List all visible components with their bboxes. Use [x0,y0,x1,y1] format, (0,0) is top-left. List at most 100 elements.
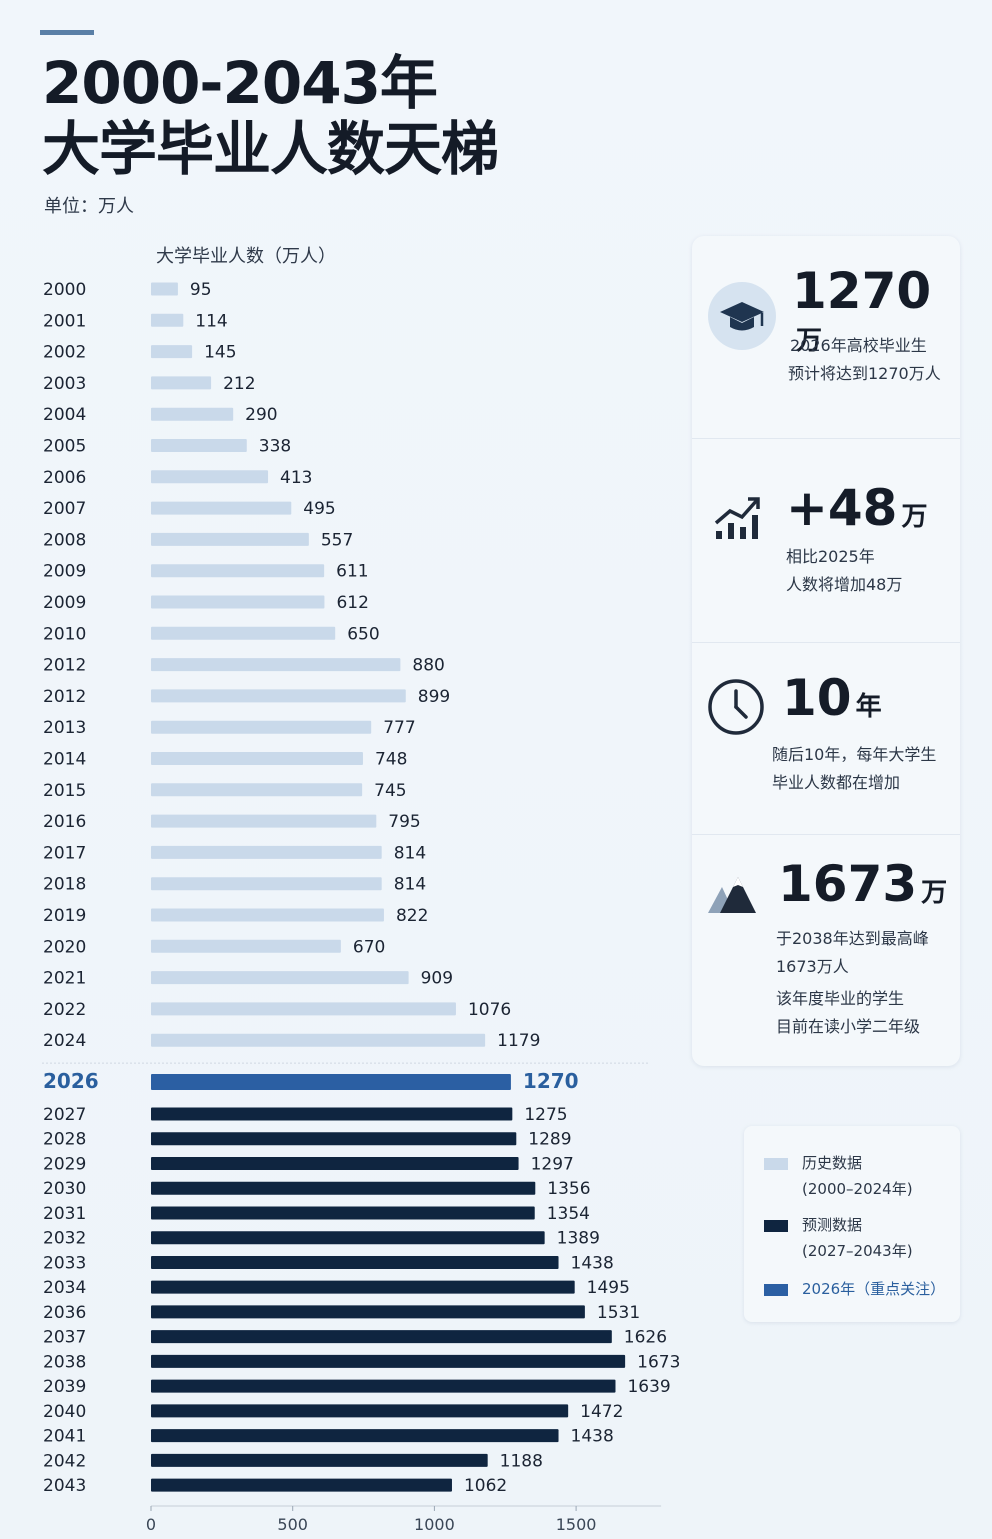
page-title: 2000-2043年 大学毕业人数天梯 [42,49,499,182]
data-label: 114 [195,311,227,331]
data-label: 899 [418,687,450,707]
category-label: 2018 [43,875,86,895]
data-label: 557 [321,530,353,550]
data-label: 1062 [464,1476,507,1496]
data-label: 745 [374,781,406,801]
category-label: 2021 [43,969,86,989]
category-label: 2019 [43,906,86,926]
data-label: 1626 [624,1328,667,1348]
bar [151,783,363,797]
category-label: 2014 [43,750,86,770]
bar [151,1074,511,1090]
bar [151,939,341,953]
bar [151,1453,488,1467]
category-label: 2009 [43,562,86,582]
category-label: 2006 [43,468,86,488]
data-label: 95 [190,280,212,300]
data-label: 1495 [587,1278,630,1298]
category-label: 2012 [43,687,86,707]
category-label: 2033 [43,1253,86,1273]
chart-axis-title: 大学毕业人数（万人） [156,246,336,267]
data-label: 1188 [500,1451,543,1471]
bar [151,1478,452,1492]
data-label: 1275 [524,1105,567,1125]
category-label: 2039 [43,1377,86,1397]
bar [151,1379,616,1393]
bar [151,689,406,703]
bar [151,595,325,609]
category-label: 2020 [43,937,86,957]
data-label: 1639 [627,1377,670,1397]
category-label: 2016 [43,812,86,832]
stat-card-decade: 10 年 随后10年，每年大学生 毕业人数都在增加 [692,642,960,835]
bar [151,1404,569,1418]
x-tick-label: 1500 [556,1515,597,1534]
bar [151,282,178,296]
data-label: 748 [375,750,407,770]
data-label: 650 [347,624,379,644]
legend-label-focus: 2026年（重点关注） [802,1280,946,1298]
stat-desc-graduates: 2026年高校毕业生 预计将达到1270万人 [788,336,941,383]
category-label: 2000 [43,280,86,300]
category-label: 2009 [43,593,86,613]
bar [151,1181,536,1195]
stats-panel: 1270万 2026年高校毕业生 预计将达到1270万人 +48 万 相比2025… [692,236,960,1066]
category-label: 2028 [43,1130,86,1150]
category-label: 2036 [43,1303,86,1323]
bar [151,971,409,985]
bar [151,470,269,484]
bar [151,1231,545,1245]
bar [151,345,193,359]
category-label: 2010 [43,624,86,644]
bar [151,439,247,452]
stat-value-graduates: 1270万 [792,262,932,356]
data-label: 880 [412,656,444,676]
bar [151,1156,519,1170]
bar [151,1280,575,1294]
category-label: 2008 [43,530,86,550]
data-label: 1356 [547,1179,590,1199]
data-label: 495 [303,499,335,519]
legend-sub-history: (2000–2024年) [802,1180,913,1198]
bar [151,1330,612,1344]
legend-swatch-forecast [764,1220,788,1232]
category-label: 2001 [43,311,86,331]
category-label: 2022 [43,1000,86,1020]
stat-value-peak: 1673 万 [778,855,948,913]
bar [151,877,382,891]
bar [151,1033,486,1047]
stat-card-increase: +48 万 相比2025年 人数将增加48万 [692,438,960,643]
category-label: 2024 [43,1031,86,1051]
data-label: 822 [396,906,428,926]
graduation-cap-icon [708,282,776,350]
data-label: 1289 [528,1130,571,1150]
title-accent-line [40,30,94,35]
title-line-1: 2000-2043年 [42,49,438,117]
bar [151,1206,535,1220]
category-label: 2032 [43,1229,86,1249]
clock-icon [708,679,764,735]
unit-label: 单位：万人 [44,196,134,217]
bar [151,720,372,734]
bar [151,1305,585,1319]
category-label: 2007 [43,499,86,519]
data-label: 1472 [580,1402,623,1422]
data-label: 1673 [637,1352,680,1372]
stat-card-peak: 1673 万 于2038年达到最高峰 1673万人 该年度毕业的学生 目前在读小学… [692,834,960,1067]
bar [151,1002,456,1016]
bar [151,313,184,327]
stat-desc-peak: 于2038年达到最高峰 1673万人 [776,929,929,976]
x-tick-label: 500 [277,1515,308,1534]
stat-value-decade: 10 年 [782,669,882,727]
data-label: 1297 [531,1154,574,1174]
x-tick-label: 0 [146,1515,156,1534]
x-tick-label: 1000 [414,1515,455,1534]
bar [151,752,363,765]
data-label: 1354 [547,1204,590,1224]
bar [151,626,336,640]
bar [151,1354,626,1368]
data-label: 1270 [523,1069,579,1093]
bar [151,501,292,515]
category-label: 2005 [43,437,86,457]
